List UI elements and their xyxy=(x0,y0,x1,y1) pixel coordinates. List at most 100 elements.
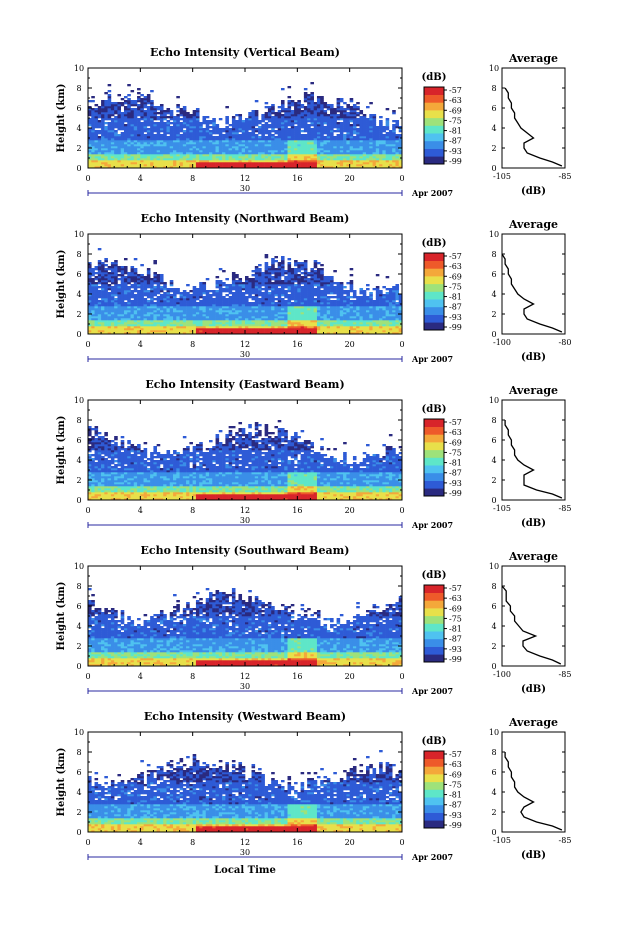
heatmap-cell xyxy=(123,258,128,261)
heatmap-cell xyxy=(238,298,243,301)
heatmap-cell xyxy=(330,154,334,157)
heatmap-cell xyxy=(238,128,243,131)
colorbar-swatch xyxy=(424,110,444,119)
heatmap-cell xyxy=(336,144,341,147)
heatmap-cell xyxy=(294,128,298,131)
heatmap-cell xyxy=(222,140,226,143)
heatmap-cell xyxy=(173,122,177,125)
heatmap-cell xyxy=(225,318,229,321)
heatmap-cell xyxy=(303,326,308,329)
heatmap-cell xyxy=(264,102,269,105)
heatmap-cell xyxy=(101,166,105,169)
heatmap-cell xyxy=(245,150,249,153)
heatmap-cell xyxy=(156,154,161,157)
heatmap-cell xyxy=(323,126,328,129)
heatmap-cell xyxy=(356,160,360,163)
heatmap-cell xyxy=(238,166,243,169)
heatmap-cell xyxy=(294,270,298,273)
heatmap-cell xyxy=(330,106,334,109)
heatmap-cell xyxy=(258,132,262,135)
heatmap-cell xyxy=(137,118,141,121)
heatmap-cell xyxy=(339,108,344,111)
heatmap-cell xyxy=(359,154,364,157)
heatmap-cell xyxy=(159,130,164,133)
heatmap-cell xyxy=(290,294,295,297)
heatmap-cell xyxy=(101,268,105,271)
heatmap-cell xyxy=(173,306,177,309)
heatmap-cell xyxy=(379,130,383,133)
heatmap-cell xyxy=(104,114,108,117)
heatmap-cell xyxy=(241,314,246,317)
heatmap-cell xyxy=(330,108,334,111)
heatmap-cell xyxy=(120,146,125,149)
heatmap-cell xyxy=(356,136,360,139)
heatmap-cell xyxy=(117,278,122,281)
heatmap-cell xyxy=(307,154,311,157)
heatmap-cell xyxy=(156,316,161,319)
heatmap-cell xyxy=(215,324,220,327)
heatmap-cell xyxy=(333,146,337,149)
x-tick-label: 20 xyxy=(345,174,355,183)
heatmap-cell xyxy=(176,152,180,155)
heatmap-cell xyxy=(231,154,236,157)
heatmap-cell xyxy=(133,322,138,325)
heatmap-cell xyxy=(264,138,269,141)
heatmap-cell xyxy=(316,296,321,299)
heatmap-cell xyxy=(352,140,357,143)
heatmap-cell xyxy=(215,140,220,143)
heatmap-cell xyxy=(140,278,144,281)
heatmap-cell xyxy=(254,268,259,271)
heatmap-cell xyxy=(156,308,161,311)
heatmap-cell xyxy=(163,332,167,335)
heatmap-cell xyxy=(107,138,112,141)
heatmap-cell xyxy=(280,280,285,283)
heatmap-cell xyxy=(300,266,305,269)
heatmap-cell xyxy=(202,118,207,121)
heatmap-cell xyxy=(238,142,243,145)
heatmap-cell xyxy=(153,152,157,155)
heatmap-cell xyxy=(248,294,252,297)
heatmap-cell xyxy=(362,130,367,133)
heatmap-cell xyxy=(137,166,141,169)
heatmap-cell xyxy=(316,328,321,331)
heatmap-cell xyxy=(241,282,246,285)
heatmap-cell xyxy=(349,124,354,127)
heatmap-cell xyxy=(186,112,190,115)
heatmap-cell xyxy=(372,160,377,163)
heatmap-cell xyxy=(173,288,177,291)
heatmap-cell xyxy=(176,150,180,153)
heatmap-cell xyxy=(241,318,246,321)
heatmap-cell xyxy=(271,282,275,285)
heatmap-cell xyxy=(117,114,122,117)
heatmap-cell xyxy=(277,292,282,295)
heatmap-cell xyxy=(264,254,269,257)
heatmap-cell xyxy=(140,318,144,321)
heatmap-cell xyxy=(313,306,318,309)
heatmap-cell xyxy=(294,268,298,271)
heatmap-cell xyxy=(104,306,108,309)
colorbar-tick-label: -99 xyxy=(449,157,462,166)
heatmap-cell xyxy=(228,308,233,311)
heatmap-cell xyxy=(248,122,252,125)
heatmap-cell xyxy=(192,332,197,335)
heatmap-cell xyxy=(307,148,311,151)
heatmap-cell xyxy=(280,260,285,263)
heatmap-cell xyxy=(323,156,328,159)
heatmap-cell xyxy=(245,320,249,323)
heatmap-cell xyxy=(186,330,190,333)
heatmap-cell xyxy=(310,320,314,323)
heatmap-cell xyxy=(280,290,285,293)
heatmap-cell xyxy=(166,152,171,155)
heatmap-cell xyxy=(294,164,298,167)
heatmap-cell xyxy=(94,296,99,299)
heatmap-cell xyxy=(104,332,108,335)
heatmap-cell xyxy=(199,296,203,299)
heatmap-cell xyxy=(303,274,308,277)
heatmap-cell xyxy=(169,326,174,329)
heatmap-cell xyxy=(192,112,197,115)
heatmap-cell xyxy=(238,134,243,137)
heatmap-cell xyxy=(173,132,177,135)
heatmap-cell xyxy=(91,314,95,317)
heatmap-cell xyxy=(166,296,171,299)
heatmap-cell xyxy=(163,136,167,139)
